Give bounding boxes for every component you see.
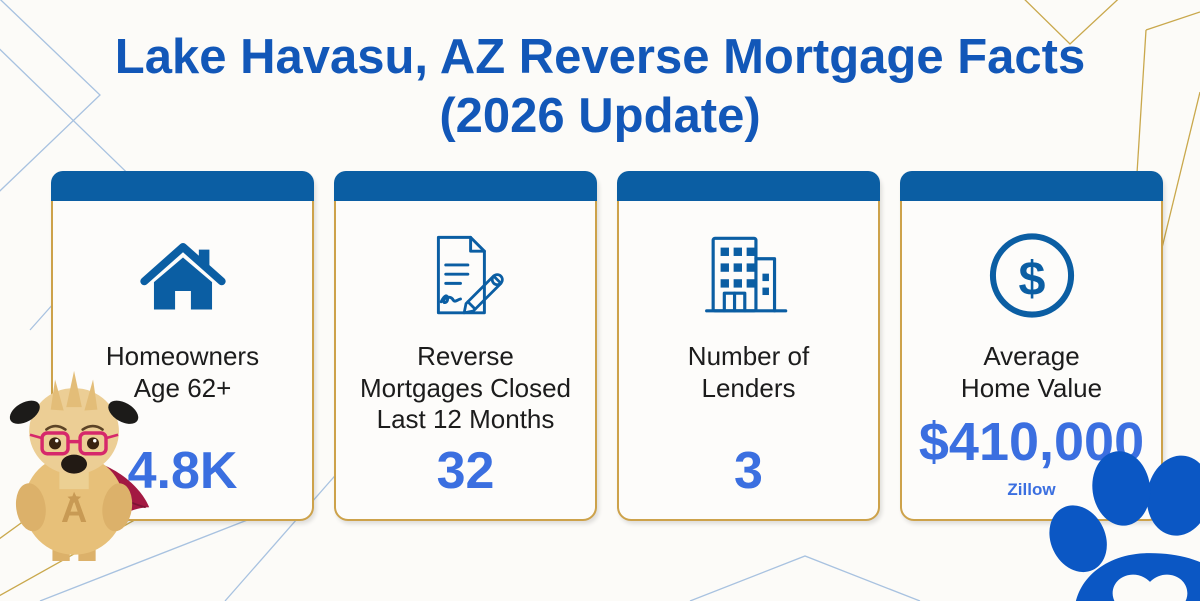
svg-text:$: $	[1018, 252, 1045, 306]
